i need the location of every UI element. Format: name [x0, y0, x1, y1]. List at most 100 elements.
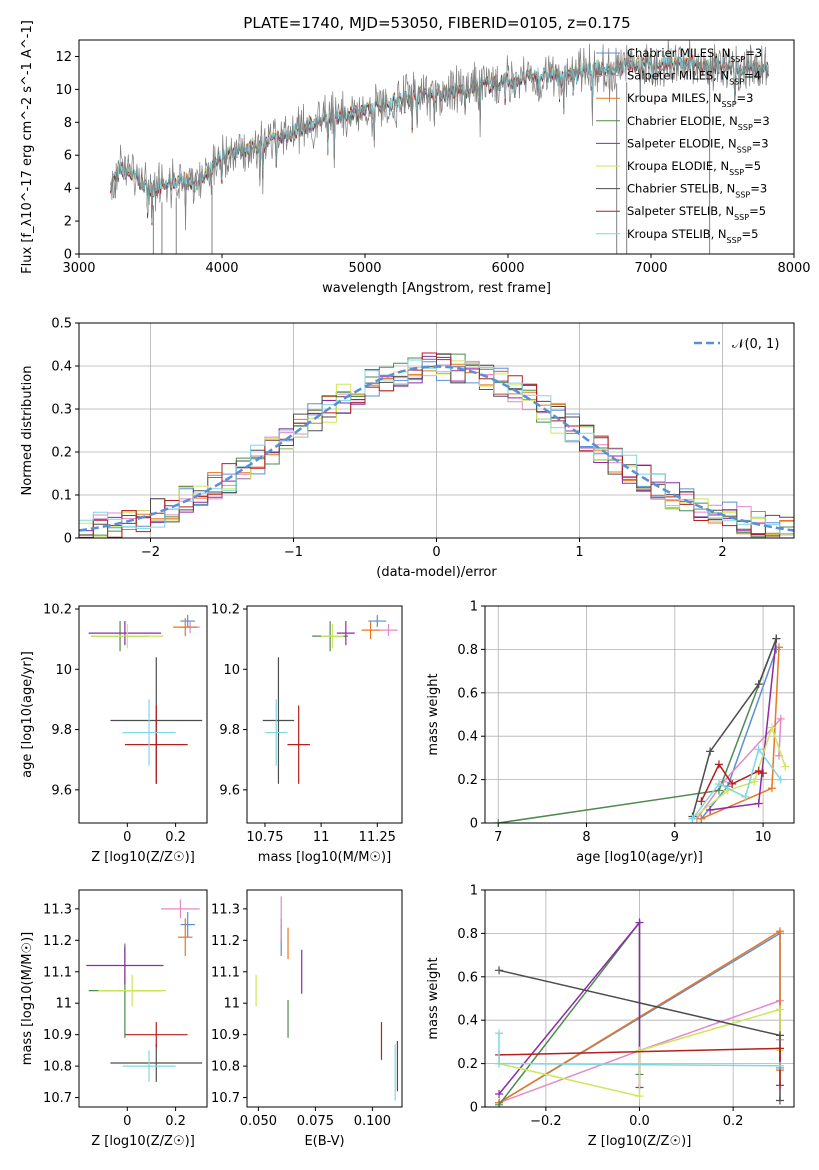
- x-tick-label: −1: [284, 545, 303, 560]
- y-tick-label: 11: [223, 997, 240, 1012]
- axes: 0 0.2 9.6 9.8 10 10.2 Z [log10(Z/Z☉)] age [log1…: [20, 603, 208, 865]
- legend-label-salpeter-elodie: Salpeter ELODIE, NSSP=3: [627, 136, 769, 154]
- weight-marker-kroupa-stelib: Kroupa STELIB: (9.8, 0.12): [741, 792, 750, 801]
- x-tick-label: 8000: [777, 261, 810, 276]
- y-tick-label: 11.3: [211, 902, 240, 917]
- weight-marker-kroupa-miles: Kroupa MILES: (0.3, 0.81): [775, 927, 784, 936]
- errorbar-point-salpeter-stelib: Salpeter STELIB: (0.12, 10.9): [124, 1022, 188, 1048]
- errorbar-point-kroupa-miles: Kroupa MILES: (0.24, 11.21): [178, 918, 193, 957]
- panel-residuals: −2 −1 0 1 2 0 0.1 0.2 0.3 0.4 0.5 (data-model)/erro…: [20, 317, 795, 580]
- legend-label-chabrier-miles: Chabrier MILES, NSSP=3: [627, 46, 762, 64]
- y-tick-label: 0: [64, 532, 72, 547]
- errorbar-point-salpeter-elodie: Salpeter ELODIE: (-0.01, 10.12): [88, 621, 162, 646]
- y-tick-label: 0: [470, 1101, 478, 1116]
- y-tick-label: 0.4: [457, 1014, 478, 1029]
- y-tick-label: 10.2: [43, 603, 72, 618]
- errorbar-point-kroupa-elodie: Kroupa ELODIE: (11.05, 10.11): [321, 624, 344, 649]
- x-tick-label: 2: [718, 545, 726, 560]
- y-tick-label: 0.6: [457, 970, 478, 985]
- y-tick-label: 0.2: [457, 1057, 478, 1072]
- plot-area: [110, 40, 769, 254]
- x-tick-label: 3000: [62, 261, 95, 276]
- y-tick-label: 10.9: [43, 1028, 72, 1043]
- weight-marker-salpeter-stelib: Salpeter STELIB: (0.3, 0.1): [775, 1081, 784, 1090]
- plot-area: [79, 352, 794, 538]
- y-tick-label: 10.8: [211, 1060, 240, 1075]
- x-tick-label: 7000: [634, 261, 667, 276]
- weight-line-chabrier-stelib: [691, 638, 777, 817]
- weight-marker-kroupa-miles: Kroupa MILES: (9.3, 0.02): [697, 814, 706, 823]
- panel-mass-vs-Z: Chabrier MILES: (0.25, 11.25)Salpeter MI…: [20, 889, 208, 1149]
- weight-marker-chabrier-elodie: Chabrier ELODIE: (7, 0): [494, 819, 503, 823]
- weight-marker-kroupa-elodie: Kroupa ELODIE: (0, 0.05): [635, 1092, 644, 1101]
- y-tick-label: 6: [64, 149, 72, 164]
- panel-weight-vs-Z: Chabrier MILES: (-0.3, 0.02)Chabrier MIL…: [426, 884, 795, 1149]
- weight-marker-kroupa-elodie: Kroupa ELODIE: (9.9, 0.19): [750, 777, 759, 786]
- weight-marker-kroupa-stelib: Kroupa STELIB: (9.95, 0.34): [754, 745, 763, 754]
- y-tick-label: 1: [470, 600, 478, 615]
- x-axis-label: (data-model)/error: [376, 565, 497, 580]
- x-tick-label: 0: [432, 545, 440, 560]
- weight-marker-kroupa-elodie: Kroupa ELODIE: (10.25, 0.26): [781, 762, 790, 771]
- weight-marker-salpeter-elodie: Salpeter ELODIE: (9.4, 0.06): [706, 805, 715, 814]
- errorbar-point-salpeter-miles: Salpeter MILES: (0.22, 11.3): [161, 899, 200, 919]
- weight-marker-chabrier-elodie: Chabrier ELODIE: (-0.3, 0.01): [495, 1100, 504, 1107]
- x-tick-label: 0.075: [297, 1114, 334, 1129]
- weight-marker-salpeter-elodie: Salpeter ELODIE: (0, 0.85): [635, 918, 644, 927]
- legend-label-salpeter-miles: Salpeter MILES, NSSP=4: [627, 69, 761, 87]
- axes: −2 −1 0 1 2 0 0.1 0.2 0.3 0.4 0.5 (data-model)/erro…: [20, 317, 795, 580]
- errorbar-point-salpeter-elodie: Salpeter ELODIE: (11.11, 10.12): [336, 621, 355, 646]
- figure-title: PLATE=1740, MJD=53050, FIBERID=0105, z=0…: [243, 14, 630, 32]
- y-tick-label: 12: [55, 50, 72, 65]
- x-tick-label: 10.75: [246, 830, 283, 845]
- x-tick-label: 5000: [348, 261, 381, 276]
- y-tick-label: 10: [55, 663, 72, 678]
- weight-marker-kroupa-miles: Kroupa MILES: (10.1, 0.16): [767, 784, 776, 793]
- y-tick-label: 11.3: [43, 902, 72, 917]
- y-tick-label: 0: [470, 817, 478, 832]
- x-tick-label: 0.050: [240, 1114, 277, 1129]
- x-tick-label: 0.2: [723, 1114, 744, 1129]
- y-tick-label: 8: [64, 116, 72, 131]
- x-tick-label: 0: [123, 1114, 131, 1129]
- y-tick-label: 10.7: [211, 1091, 240, 1106]
- y-tick-label: 0.8: [457, 643, 478, 658]
- x-tick-label: 4000: [205, 261, 238, 276]
- x-tick-label: 0.0: [629, 1114, 650, 1129]
- errorbar-point-kroupa-stelib: Kroupa STELIB: (0.09, 10.8): [122, 1050, 176, 1082]
- x-tick-label: 0.2: [165, 1114, 186, 1129]
- x-tick-label: 0: [123, 830, 131, 845]
- errorbar-point-kroupa-elodie: Kroupa ELODIE: (0, 10.11): [91, 624, 164, 649]
- weight-marker-kroupa-elodie: Kroupa ELODIE: (0.3, 0.45): [775, 1005, 784, 1014]
- plot-area: Chabrier MILES: (0.25, 11.25)Salpeter MI…: [86, 899, 203, 1082]
- axes-frame: [78, 605, 208, 824]
- y-tick-label: 10: [55, 83, 72, 98]
- legend-label-chabrier-stelib: Chabrier STELIB, NSSP=3: [627, 182, 767, 200]
- errorbar-point-kroupa-stelib: Kroupa STELIB: (10.8, 9.79): [264, 699, 288, 766]
- y-tick-label: 9.8: [219, 723, 240, 738]
- y-tick-label: 10: [223, 663, 240, 678]
- x-axis-label: mass [log10(M/M☉)]: [258, 850, 391, 865]
- x-tick-label: 11.25: [359, 830, 396, 845]
- x-tick-label: 9: [671, 830, 679, 845]
- x-tick-label: 0.100: [354, 1114, 391, 1129]
- legend: 𝒩(0, 1): [694, 337, 779, 352]
- x-tick-label: 6000: [491, 261, 524, 276]
- weight-marker-kroupa-miles: Kroupa MILES: (10.18, 0.81): [774, 643, 783, 652]
- errorbar-point-salpeter-elodie: Salpeter ELODIE: (-0.01, 11.12): [86, 946, 164, 985]
- y-tick-label: 9.6: [219, 783, 240, 798]
- y-tick-label: 9.8: [51, 723, 72, 738]
- y-tick-label: 1: [470, 884, 478, 899]
- y-axis-label: Flux [f_λ10^-17 erg cm^-2 s^-1 A^-1]: [20, 20, 35, 274]
- weight-line-chabrier-elodie: [498, 920, 641, 1106]
- y-axis-label: mass weight: [426, 957, 441, 1039]
- panel-spectrum: 3000 4000 5000 6000 7000 8000 0 2 4 6 8 10 12 wavelen…: [20, 20, 811, 296]
- y-tick-label: 11.2: [43, 934, 72, 949]
- weight-marker-chabrier-stelib: Chabrier STELIB: (-0.3, 0.63): [495, 966, 504, 975]
- histogram-kroupa-elodie: [79, 360, 794, 537]
- weight-marker-kroupa-stelib: Kroupa STELIB: (9.2, 0.02): [688, 814, 697, 823]
- legend-label-chabrier-elodie: Chabrier ELODIE, NSSP=3: [627, 114, 770, 132]
- errorbar-point-salpeter-stelib: Salpeter STELIB: (10.9, 9.75): [287, 705, 310, 784]
- y-tick-label: 9.6: [51, 783, 72, 798]
